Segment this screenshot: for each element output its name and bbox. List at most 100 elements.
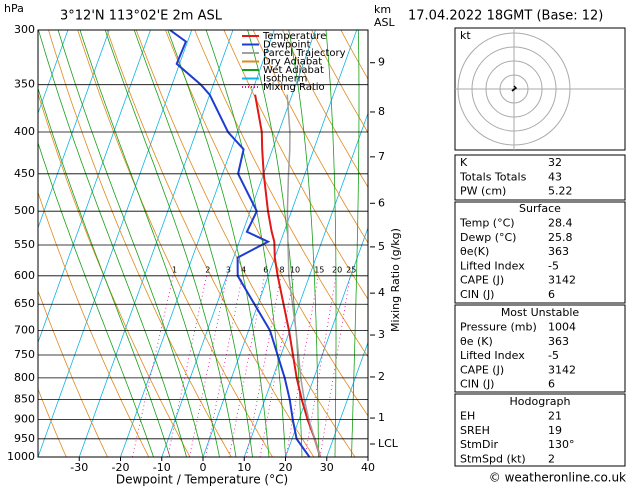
mixing-ratio-tick-label: 4 [241,265,246,274]
y-tick-label: 500 [14,204,35,217]
table-label: Pressure (mb) [460,321,537,334]
table-value: 3142 [548,363,576,376]
table-value: 363 [548,245,569,258]
table-value: 3142 [548,274,576,287]
x-tick-label: 0 [200,461,207,474]
table-label: EH [460,410,475,423]
profile-line [254,94,322,457]
mixing-ratio-tick-label: 20 [332,265,342,274]
table-label: θe(K) [460,245,489,258]
profiles [169,30,322,457]
surface-box [454,201,626,304]
table-value: 25.8 [548,231,573,244]
y-tick-label: 900 [14,413,35,426]
y2-tick-label: 7 [378,150,385,163]
mixing-ratio-tick-label: 2 [205,265,210,274]
y-tick-label: 300 [14,23,35,36]
table-value: 6 [548,288,555,301]
mixing-ratio-tick-label: 25 [346,265,356,274]
y-tick-label: 450 [14,167,35,180]
isotherm [120,30,275,457]
y-axis-label: hPa [4,2,24,15]
dry-adiabat [223,30,368,300]
dry-adiabat [252,30,368,244]
indices-box [454,154,626,201]
mixing-ratio-tick-label: 10 [290,265,300,274]
dry-adiabat [38,388,67,457]
table-value: 5.22 [548,185,573,198]
mixing-ratio-line [189,275,228,457]
x-tick-label: -10 [153,461,171,474]
mixing-ratio-label: Mixing Ratio (g/kg) [389,228,402,332]
hodograph-rings [455,28,625,150]
mixing-ratio-line [131,275,174,457]
mixing-ratio-tick-label: 8 [280,265,285,274]
y-tick-label: 550 [14,238,35,251]
mixing-ratio-line [285,275,319,457]
y2-tick-label: 2 [378,370,385,383]
dry-adiabat [575,30,629,457]
table-value: 32 [548,156,562,169]
legend-label: Wet Adiabat [263,65,324,76]
x-tick-label: -20 [112,461,130,474]
x-axis-label: Dewpoint / Temperature (°C) [116,473,288,486]
hodograph-box [454,393,626,467]
x-tick-label: -30 [70,461,88,474]
table-value: 19 [548,424,562,437]
y2-tick-label: 4 [378,286,385,299]
table-value: 1004 [548,321,576,334]
dry-adiabat [48,30,232,457]
table-title: Hodograph [510,395,571,408]
table-value: -5 [548,349,559,362]
isotherm [326,341,368,457]
isotherm [78,30,234,457]
legend-label: Dry Adiabat [263,57,322,68]
table-label: θe (K) [460,335,493,348]
y2-axis-label: km [374,3,391,16]
isotherm [38,30,110,230]
table-label: CIN (J) [460,378,494,391]
y-tick-label: 950 [14,432,35,445]
table-value: 2 [548,452,555,465]
dry-adiabat [282,30,368,188]
wet-adiabat [133,30,253,457]
y2-tick-label: LCL [378,437,399,450]
plot-frame [37,29,369,458]
y2-tick-label: 8 [378,105,385,118]
y2-tick-label: 3 [378,328,385,341]
table-value: 28.4 [548,217,573,230]
table-label: Lifted Index [460,349,525,362]
x-tick-label: 40 [361,461,375,474]
table-value: 363 [548,335,569,348]
table-value: 43 [548,170,562,183]
table-label: CIN (J) [460,288,494,301]
hodograph-trace [511,85,518,92]
table-value: 130° [548,438,575,451]
table-label: Temp (°C) [459,217,515,230]
hodograph-unit: kt [460,29,471,42]
isotherm [285,226,368,457]
table-label: Dewp (°C) [460,231,516,244]
y-tick-label: 850 [14,392,35,405]
table-value: 21 [548,410,562,423]
dry-adiabat [516,30,629,457]
table-value: -5 [548,259,559,272]
wet-adiabat [104,30,237,457]
table-label: Totals Totals [459,170,527,183]
table-label: CAPE (J) [460,363,504,376]
mixing-ratio-line [228,275,265,457]
y2-tick-label: 1 [378,411,385,424]
isotherm [161,30,316,457]
y-tick-label: 600 [14,269,35,282]
y-tick-label: 400 [14,125,35,138]
mixing-ratio-tick-label: 6 [263,265,268,274]
mixing-ratio-tick-label: 15 [314,265,324,274]
legend-label: Dewpoint [263,40,311,51]
table-label: SREH [460,424,490,437]
y2-tick-label: 6 [378,196,385,209]
mixing-ratio-line [245,275,282,457]
chart-subtitle: 17.04.2022 18GMT (Base: 12) [408,9,603,24]
y2-tick-label: 5 [378,240,385,253]
mixing-ratio-tick-label: 3 [226,265,231,274]
